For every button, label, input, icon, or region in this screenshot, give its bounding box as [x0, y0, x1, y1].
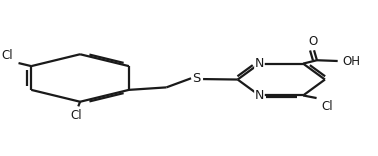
Text: O: O [309, 35, 318, 48]
Text: N: N [255, 89, 264, 102]
Text: S: S [192, 72, 201, 85]
Text: Cl: Cl [321, 100, 333, 113]
Text: Cl: Cl [2, 49, 13, 61]
Text: OH: OH [342, 54, 360, 68]
Text: Cl: Cl [71, 109, 82, 122]
Text: N: N [255, 57, 264, 70]
